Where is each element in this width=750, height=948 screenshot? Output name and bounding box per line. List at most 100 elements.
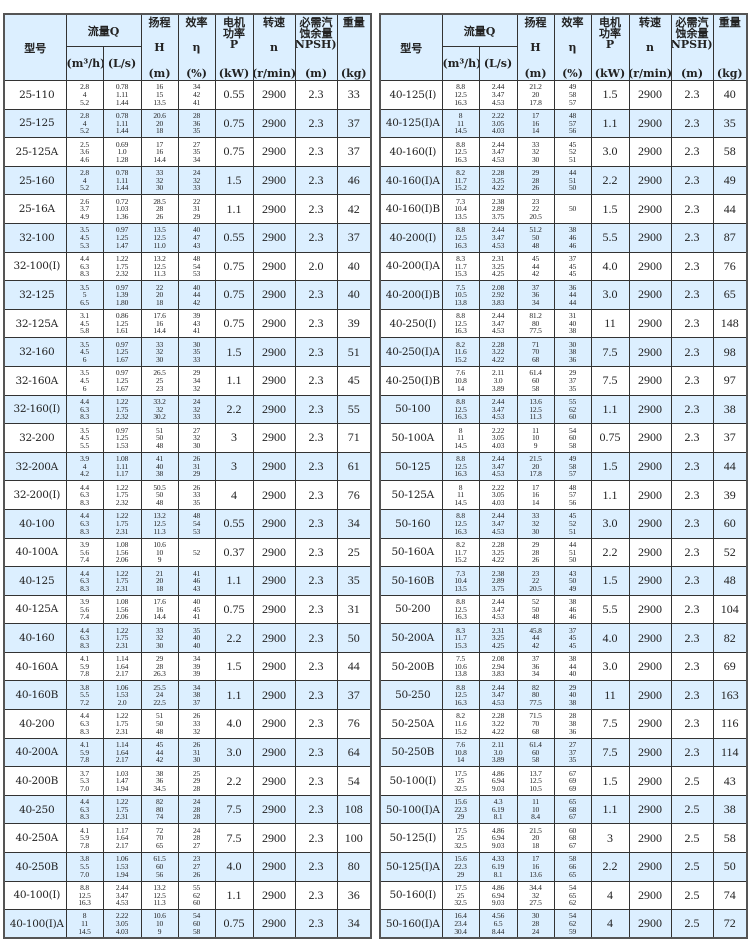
cell-npsh: 2.5 [670,823,714,854]
cell-weight: 61 [336,451,372,482]
cell-head-value: 27.5 [529,898,542,908]
cell-efficiency-value: 50 [568,576,577,586]
header-power-line: P [229,37,239,51]
cell-weight: 44 [712,451,748,482]
cell-efficiency: 48 54 53 [177,251,216,282]
cell-head-value: 20 [155,118,164,128]
header-power-line: 功率 [599,26,621,40]
cell-speed: 2900 [628,566,672,596]
header-speed-line: (r/min) [629,66,671,80]
cell-head: 45.8 44 42 [516,623,555,653]
cell-efficiency-value: 26 [192,740,201,750]
cell-efficiency: 40 44 42 [177,280,216,310]
cell-flow-ls-value: 2.06 [115,555,129,565]
cell-flow-m3h-value: 6.5 [80,297,89,307]
cell-head-value: 11 [532,797,539,807]
cell-flow-ls-value: 2.08 [491,282,505,292]
cell-head: 23 22 20.5 [516,194,555,224]
cell-efficiency-value: 36 [568,354,577,364]
cell-head-value: 32 [155,633,164,643]
cell-speed: 2900 [628,251,672,282]
cell-power: 1.5 [214,165,254,196]
cell-head: 61.5 60 56 [140,852,179,882]
cell-flow-m3h-value: 3.9 [80,539,89,549]
table-row: 50-200B 7.5 10.6 13.8 2.08 2.94 3.83 37 36 34 38 44… [379,651,748,682]
cell-efficiency-value: 57 [568,97,577,107]
cell-efficiency-value: 33 [192,490,201,500]
cell-flow-ls: 0.69 1.0 1.28 [102,137,142,167]
cell-flow-ls-value: 3.75 [491,583,505,593]
cell-head-value: 14.4 [153,154,166,164]
table-row: 40-100(I) 8.8 12.5 16.3 2.44 3.47 4.53 13.2 12.5… [3,880,372,911]
cell-npsh: 2.3 [294,566,338,596]
cell-power: 7.5 [590,337,630,367]
cell-flow-m3h-value: 15.2 [454,555,467,565]
cell-efficiency-value: 31 [192,747,201,757]
cell-flow-m3h-value: 12.5 [454,404,467,414]
cell-head: 13.2 12.5 11.3 [140,508,179,539]
cell-flow-ls-value: 2.44 [491,454,505,464]
header-model: 型号 [3,13,67,81]
table-row: 40-200A 4.1 5.9 7.8 1.14 1.64 2.17 45 44 42 26 31 30… [3,737,372,768]
header-flow-ls-label: (L/s) [483,57,513,70]
cell-flow-m3h-value: 7.0 [80,869,89,879]
cell-flow-ls-value: 2.44 [491,597,505,607]
cell-power: 1.5 [590,80,630,110]
cell-head-value: 16 [155,82,164,92]
cell-flow-m3h-value: 8.8 [80,883,89,893]
cell-power: 0.75 [214,594,254,625]
cell-efficiency-value: 50 [568,204,577,214]
cell-flow-ls-value: 4.22 [491,354,505,364]
header-speed-line: (r/min) [253,66,295,80]
cell-flow-ls-value: 4.25 [491,640,505,650]
cell-flow-ls-value: 0.78 [115,82,129,92]
cell-head-value: 10 [531,804,540,814]
cell-flow-m3h-value: 4.4 [80,511,89,521]
cell-flow-m3h-value: 14.5 [78,926,91,936]
cell-flow-ls-value: 1.25 [115,433,129,443]
cell-head-value: 34.5 [153,783,166,793]
cell-flow-m3h-value: 10.8 [454,375,467,385]
cell-head-value: 45 [155,740,164,750]
cell-flow-ls-value: 1.03 [115,204,129,214]
table-row: 32-160 3.5 4.5 6 0.97 1.25 1.67 33 32 30 30 35 33 1.5… [3,337,372,367]
cell-efficiency-value: 33 [192,719,201,729]
cell-flow-m3h-value: 15.2 [454,726,467,736]
cell-weight: 37 [712,423,748,453]
cell-weight: 54 [336,766,372,796]
cell-power: 2.2 [214,766,254,796]
cell-head-value: 10.6 [153,911,166,921]
cell-head-value: 11.3 [529,412,542,422]
cell-npsh: 2.3 [670,194,714,224]
cell-npsh: 2.3 [670,165,714,196]
cell-head: 10.6 10 9 [140,909,179,939]
cell-flow-m3h-value: 4.4 [80,711,89,721]
cell-weight: 98 [712,337,748,367]
cell-flow-ls: 2.38 2.89 3.75 [478,194,518,224]
cell-flow-m3h-value: 16.3 [454,412,467,422]
cell-flow-m3h-value: 7.4 [80,612,89,622]
cell-head: 72 70 65 [140,823,179,854]
cell-weight: 42 [336,194,372,224]
cell-power: 3 [214,423,254,453]
cell-efficiency-value: 51 [568,547,577,557]
cell-weight: 45 [336,365,372,396]
cell-flow-ls: 1.14 1.64 2.17 [102,651,142,682]
header-weight-line: 重量 [718,15,741,29]
cell-npsh: 2.3 [294,480,338,510]
cell-flow-ls-value: 4.53 [491,612,505,622]
cell-efficiency: 50 [553,194,592,224]
cell-efficiency: 52 [177,537,216,568]
header-flow-ls: (L/s) [478,46,518,81]
header-flow-m3h-label: (m³/h) [442,57,479,70]
cell-efficiency: 49 58 57 [553,80,592,110]
cell-flow-ls-value: 6.94 [491,890,505,900]
cell-weight: 50 [336,623,372,653]
cell-flow-m3h-value: 12.5 [454,518,467,528]
cell-flow-ls-value: 2.44 [491,682,505,692]
cell-head-value: 20 [531,90,540,99]
cell-efficiency-value: 40 [568,669,577,679]
cell-head: 21 20 18 [140,566,179,596]
cell-flow-m3h: 3.9 5.6 7.4 [65,537,104,568]
cell-head-value: 17 [531,111,540,120]
